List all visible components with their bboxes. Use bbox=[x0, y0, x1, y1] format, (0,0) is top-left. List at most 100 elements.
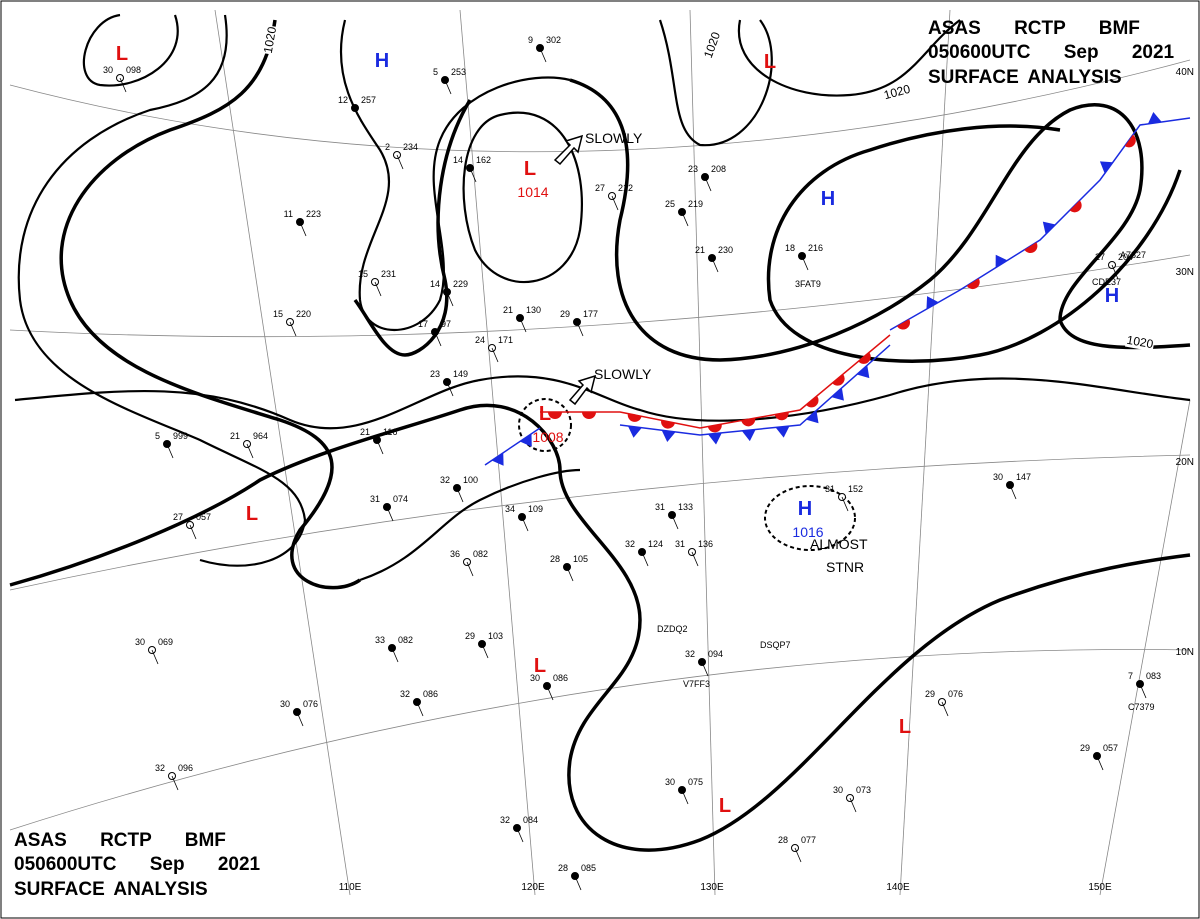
longitude-label: 150E bbox=[1088, 882, 1112, 893]
station-pressure: 162 bbox=[476, 155, 491, 165]
isobar-label: 1020 bbox=[1126, 333, 1155, 351]
warm-front-symbol bbox=[548, 412, 562, 419]
station-temp: 32 bbox=[400, 689, 410, 699]
latitude-label: 40N bbox=[1176, 67, 1194, 78]
station-pressure: 216 bbox=[808, 243, 823, 253]
title-line: 050600UTC Sep 2021 bbox=[928, 42, 1175, 63]
wind-barb bbox=[446, 291, 454, 307]
title-line: ASAS RCTP BMF bbox=[14, 830, 226, 851]
pressure-center: H bbox=[375, 50, 389, 72]
isobar bbox=[339, 19, 571, 332]
station-temp: 28 bbox=[550, 554, 560, 564]
station-pressure: 133 bbox=[678, 502, 693, 512]
isobar bbox=[59, 19, 361, 590]
station-pressure: 223 bbox=[306, 209, 321, 219]
isobar-label-bg bbox=[260, 24, 280, 56]
wind-barb bbox=[1096, 755, 1104, 771]
station-pressure: 230 bbox=[718, 245, 733, 255]
station-pressure: 124 bbox=[648, 539, 663, 549]
wind-barb bbox=[289, 321, 297, 337]
station-pressure: 147 bbox=[1016, 472, 1031, 482]
fronts bbox=[484, 112, 1191, 466]
central-pressure: 1016 bbox=[792, 524, 823, 540]
wind-barb bbox=[576, 321, 584, 337]
isobar bbox=[737, 19, 961, 97]
warm-front-symbol bbox=[966, 278, 980, 290]
cold-front-symbol bbox=[926, 296, 939, 310]
wind-barb bbox=[166, 443, 174, 459]
isobar bbox=[9, 403, 1191, 852]
wind-barb bbox=[1111, 264, 1119, 280]
warm-front-symbol bbox=[1024, 242, 1038, 254]
wind-barb bbox=[246, 443, 254, 459]
isobar bbox=[82, 13, 179, 87]
station-pressure: 171 bbox=[498, 335, 513, 345]
warm-front-symbol bbox=[896, 319, 911, 330]
station-temp: 29 bbox=[925, 689, 935, 699]
wind-barb bbox=[391, 647, 399, 663]
annotation: SLOWLY bbox=[594, 366, 652, 382]
station-temp: 7 bbox=[1128, 671, 1133, 681]
station-temp: 31 bbox=[675, 539, 685, 549]
wind-barb bbox=[171, 775, 179, 791]
isobar bbox=[462, 111, 583, 284]
wind-barb bbox=[546, 685, 554, 701]
central-pressure: 1014 bbox=[517, 184, 548, 200]
station-temp: 32 bbox=[500, 815, 510, 825]
warm-front-symbol bbox=[858, 352, 871, 364]
cold-front-symbol bbox=[805, 410, 819, 424]
station-temp: 30 bbox=[993, 472, 1003, 482]
wind-barb bbox=[641, 551, 649, 567]
lon-line bbox=[459, 9, 536, 896]
station-pressure: 094 bbox=[708, 649, 723, 659]
isobar-label-bg bbox=[1124, 332, 1156, 352]
wind-barb bbox=[516, 827, 524, 843]
station-pressure: 075 bbox=[688, 777, 703, 787]
wind-barb bbox=[416, 701, 424, 717]
station-temp: 14 bbox=[430, 279, 440, 289]
wind-barb bbox=[469, 167, 477, 183]
warm-front-symbol bbox=[627, 413, 642, 422]
pressure-center: L bbox=[764, 51, 776, 73]
lon-line bbox=[214, 9, 351, 896]
wind-barb bbox=[704, 176, 712, 192]
isobar-label: 1020 bbox=[261, 25, 279, 54]
station-pressure: 069 bbox=[158, 637, 173, 647]
station-pressure: 130 bbox=[526, 305, 541, 315]
wind-barb bbox=[681, 789, 689, 805]
wind-barb bbox=[519, 317, 527, 333]
station-pressure: 057 bbox=[1103, 743, 1118, 753]
ship-id: DZDQ2 bbox=[657, 624, 688, 634]
station-temp: 31 bbox=[370, 494, 380, 504]
wind-barb bbox=[711, 257, 719, 273]
title-line: SURFACE ANALYSIS bbox=[928, 67, 1122, 88]
station-temp: 32 bbox=[155, 763, 165, 773]
station-pressure: 234 bbox=[403, 142, 418, 152]
station-pressure: 085 bbox=[581, 863, 596, 873]
station-temp: 33 bbox=[375, 635, 385, 645]
station-pressure: 302 bbox=[546, 35, 561, 45]
station-temp: 14 bbox=[453, 155, 463, 165]
station-temp: 23 bbox=[688, 164, 698, 174]
lat-line bbox=[9, 59, 1191, 153]
station-temp: 29 bbox=[1080, 743, 1090, 753]
station-temp: 9 bbox=[528, 35, 533, 45]
station-pressure: 098 bbox=[126, 65, 141, 75]
wind-barb bbox=[299, 221, 307, 237]
station-pressure: 204 bbox=[1118, 252, 1133, 262]
station-temp: 23 bbox=[430, 369, 440, 379]
warm-front-symbol bbox=[832, 374, 845, 386]
wind-barb bbox=[376, 439, 384, 455]
station-temp: 32 bbox=[440, 475, 450, 485]
station-pressure: 077 bbox=[801, 835, 816, 845]
wind-barb bbox=[701, 661, 709, 677]
station-pressure: 253 bbox=[451, 67, 466, 77]
cold-front-symbol bbox=[741, 429, 756, 442]
station-pressure: 219 bbox=[688, 199, 703, 209]
station-temp: 32 bbox=[625, 539, 635, 549]
wind-barb bbox=[1139, 683, 1147, 699]
station-temp: 5 bbox=[433, 67, 438, 77]
longitude-label: 120E bbox=[521, 882, 545, 893]
wind-barb bbox=[456, 487, 464, 503]
station-pressure: 057 bbox=[196, 512, 211, 522]
